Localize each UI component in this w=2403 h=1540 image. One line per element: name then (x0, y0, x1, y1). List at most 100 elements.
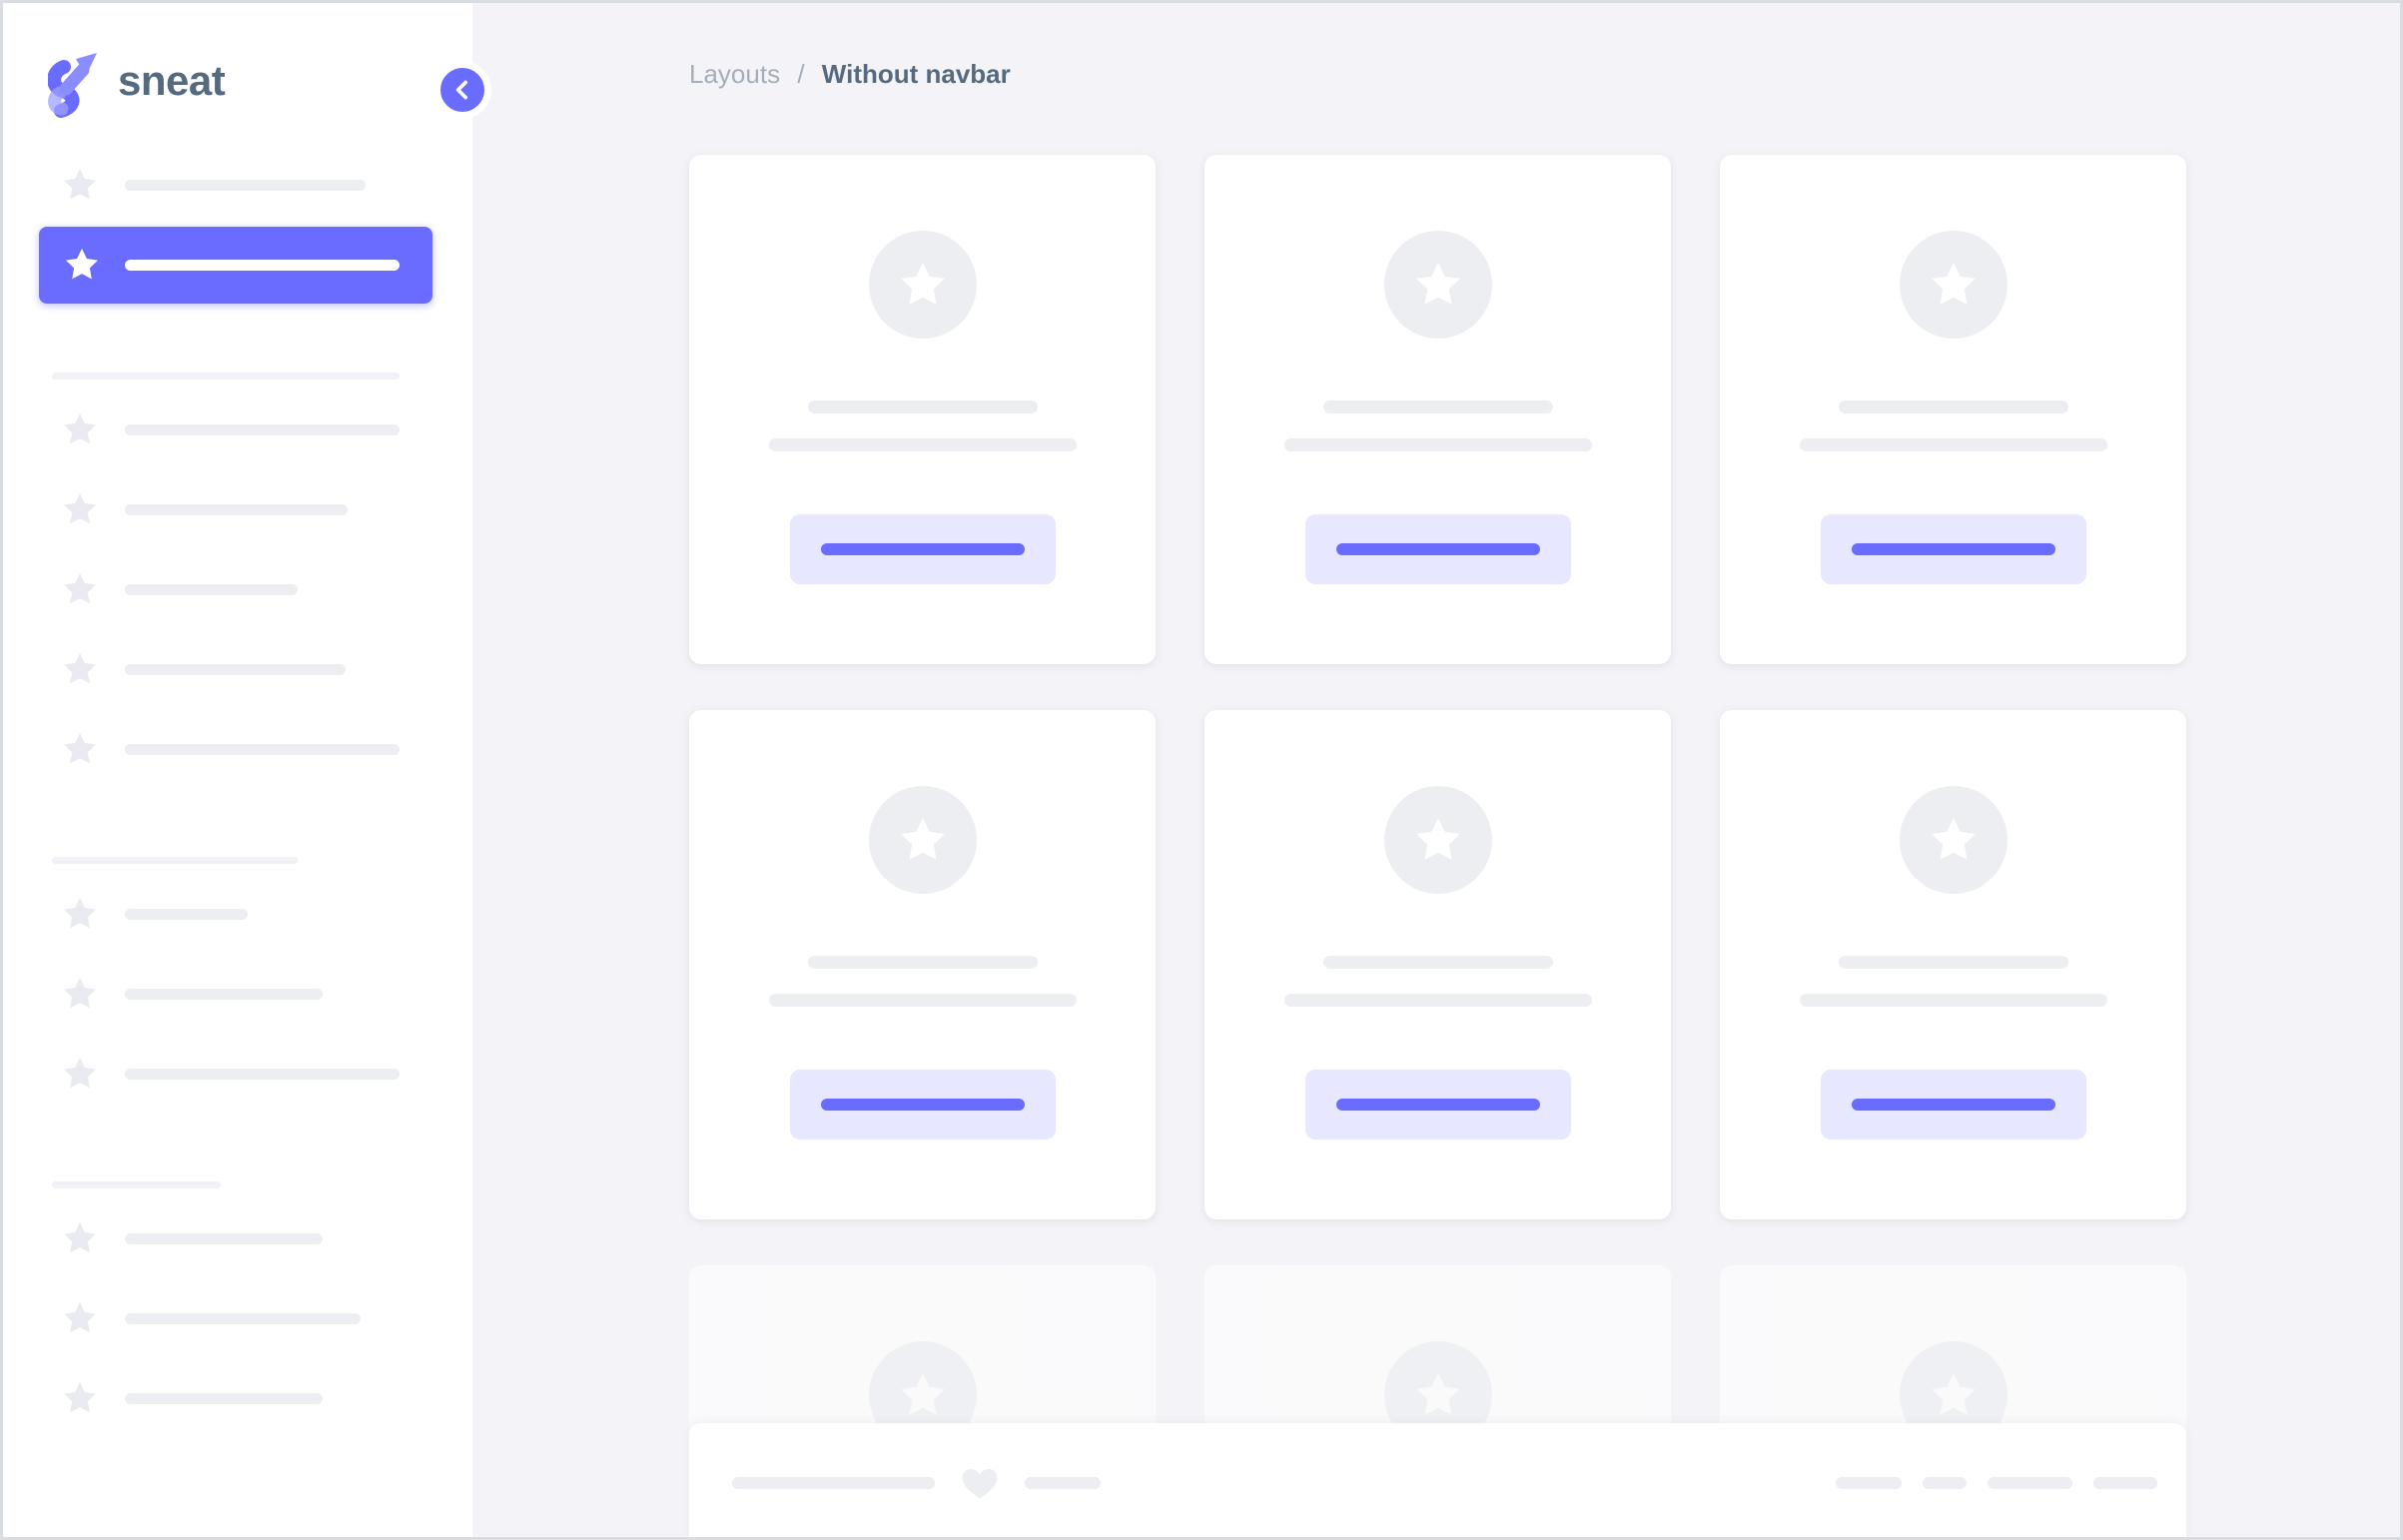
card-button-label-skeleton (1335, 543, 1540, 555)
sidebar-item[interactable] (3, 709, 472, 789)
card-button-label-skeleton (1335, 1099, 1540, 1111)
sidebar-item-label-skeleton (125, 663, 346, 675)
placeholder-card (689, 710, 1156, 1219)
card-subtitle-skeleton (1283, 994, 1592, 1007)
footer-link-skeleton (1988, 1477, 2072, 1489)
card-title-skeleton (1838, 400, 2068, 413)
star-icon (1415, 262, 1460, 305)
brand: sneat (48, 43, 226, 119)
card-action-button[interactable] (1820, 514, 2086, 584)
card-title-skeleton (807, 400, 1038, 413)
brand-name: sneat (118, 57, 226, 104)
star-icon (64, 412, 96, 444)
sidebar-collapse-button[interactable] (433, 61, 491, 119)
card-avatar-circle (868, 231, 977, 339)
sidebar-item-label-skeleton (125, 1232, 323, 1244)
card-button-label-skeleton (820, 543, 1025, 555)
sidebar-item-label-skeleton (125, 908, 248, 920)
sidebar-item[interactable] (3, 954, 472, 1034)
star-icon (64, 168, 96, 200)
chevron-left-icon (455, 80, 468, 100)
heart-icon (962, 1468, 998, 1499)
sidebar-item[interactable] (3, 629, 472, 709)
card-subtitle-skeleton (1799, 438, 2107, 451)
sidebar-item-label-skeleton (125, 259, 400, 271)
star-icon (64, 1301, 96, 1333)
card-action-button[interactable] (1820, 1070, 2086, 1140)
sidebar-item-label-skeleton (125, 503, 348, 515)
sidebar-item-label-skeleton (125, 583, 298, 595)
sidebar-item[interactable] (3, 389, 472, 469)
star-icon (900, 1372, 945, 1415)
sneat-logo-icon (48, 53, 97, 118)
sidebar-item-label-skeleton (125, 423, 400, 435)
card-avatar-circle (868, 786, 977, 894)
card-action-button[interactable] (789, 514, 1056, 584)
breadcrumb-current: Without navbar (821, 59, 1011, 89)
sidebar-item[interactable] (3, 1034, 472, 1114)
sidebar-item[interactable] (3, 1358, 472, 1438)
sidebar-section-divider (52, 373, 400, 380)
footer-left-group (732, 1423, 1101, 1537)
sidebar-item-label-skeleton (125, 1392, 323, 1404)
star-icon (64, 1381, 96, 1413)
star-icon (64, 732, 96, 764)
sidebar-item[interactable] (3, 469, 472, 549)
breadcrumb-section[interactable]: Layouts (689, 59, 781, 89)
star-icon (64, 977, 96, 1009)
placeholder-card (1204, 710, 1671, 1219)
sidebar-item[interactable] (3, 1198, 472, 1278)
star-icon (66, 248, 98, 280)
star-icon (64, 652, 96, 684)
footer-right-group (1836, 1423, 2157, 1537)
card-button-label-skeleton (820, 1099, 1025, 1111)
card-title-skeleton (1838, 956, 2068, 969)
star-icon (900, 817, 945, 860)
card-action-button[interactable] (789, 1070, 1056, 1140)
card-avatar-circle (1383, 231, 1492, 339)
card-action-button[interactable] (1304, 1070, 1571, 1140)
card-subtitle-skeleton (1283, 438, 1592, 451)
footer (689, 1423, 2186, 1537)
card-title-skeleton (1322, 400, 1553, 413)
sidebar-item[interactable] (3, 874, 472, 954)
star-icon (1931, 262, 1976, 305)
card-subtitle-skeleton (768, 438, 1077, 451)
card-button-label-skeleton (1851, 543, 2055, 555)
card-title-skeleton (1322, 956, 1553, 969)
sidebar-item-active-pill (39, 226, 432, 304)
footer-text-skeleton (1025, 1477, 1101, 1489)
sidebar: sneat (3, 3, 491, 1537)
card-avatar-circle (1383, 786, 1492, 894)
sidebar-section-divider (52, 857, 298, 864)
footer-text-skeleton (732, 1477, 935, 1489)
placeholder-card (1720, 710, 2186, 1219)
sidebar-item-label-skeleton (125, 988, 323, 1000)
footer-link-skeleton (1836, 1477, 1902, 1489)
sidebar-item[interactable] (3, 549, 472, 629)
star-icon (64, 897, 96, 929)
card-grid (689, 155, 2186, 1537)
breadcrumb-separator: / (797, 59, 805, 89)
star-icon (900, 262, 945, 305)
footer-link-skeleton (1923, 1477, 1967, 1489)
sidebar-item[interactable] (3, 145, 472, 225)
star-icon (64, 1057, 96, 1089)
card-avatar-circle (1899, 786, 2007, 894)
heart-icon (959, 1463, 1001, 1503)
star-icon (1415, 817, 1460, 860)
card-button-label-skeleton (1851, 1099, 2055, 1111)
card-avatar-circle (1899, 231, 2007, 339)
sidebar-item-active[interactable] (3, 225, 472, 305)
sidebar-menu (3, 145, 472, 1438)
footer-link-skeleton (2093, 1477, 2157, 1489)
sidebar-item-label-skeleton (125, 179, 366, 191)
star-icon (1931, 1372, 1976, 1415)
card-action-button[interactable] (1304, 514, 1571, 584)
breadcrumb: Layouts / Without navbar (689, 59, 1011, 90)
sidebar-item[interactable] (3, 1278, 472, 1358)
sidebar-item-label-skeleton (125, 743, 400, 755)
placeholder-card (1204, 155, 1671, 664)
star-icon (64, 492, 96, 524)
